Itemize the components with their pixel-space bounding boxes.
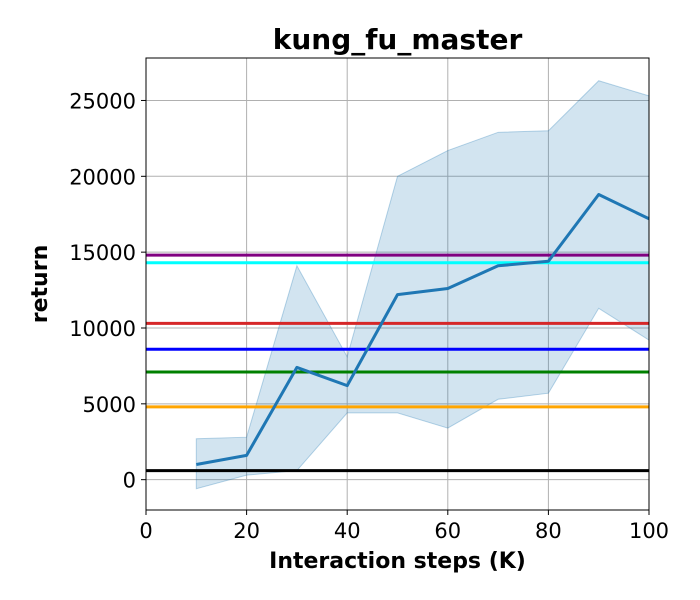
y-axis-label: return	[28, 245, 53, 323]
baseline-lines	[146, 253, 649, 473]
y-tick-label: 5000	[83, 393, 136, 417]
chart-title: kung_fu_master	[273, 23, 523, 56]
x-tick-label: 40	[334, 519, 361, 543]
x-tick-label: 80	[535, 519, 562, 543]
y-tick-label: 0	[123, 469, 136, 493]
y-tick-label: 15000	[69, 241, 136, 265]
y-axis-ticks: 0 5000 10000 15000 20000 25000	[69, 89, 146, 493]
x-tick-label: 100	[629, 519, 669, 543]
series-layer	[196, 193, 650, 466]
y-tick-label: 20000	[69, 165, 136, 189]
y-tick-label: 25000	[69, 89, 136, 113]
series-line	[196, 193, 650, 466]
plot-frame	[145, 57, 650, 511]
x-axis-label: Interaction steps (K)	[269, 549, 526, 574]
x-tick-label: 60	[434, 519, 461, 543]
x-tick-label: 20	[233, 519, 260, 543]
x-axis-ticks: 0 20 40 60 80 100	[139, 510, 669, 543]
x-tick-label: 0	[139, 519, 152, 543]
y-tick-label: 10000	[69, 317, 136, 341]
